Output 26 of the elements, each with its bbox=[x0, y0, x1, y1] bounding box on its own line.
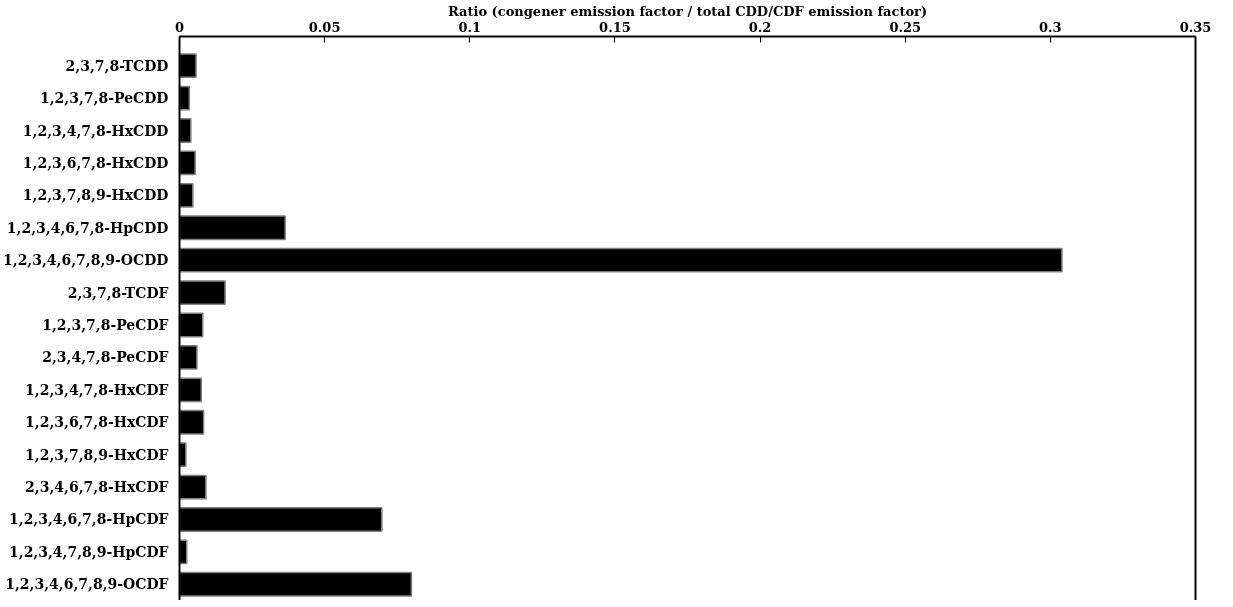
x-tick-label: 0.1 bbox=[458, 19, 482, 35]
x-tick-label: 0.2 bbox=[748, 19, 772, 35]
y-tick-label: 2,3,7,8-TCDD bbox=[65, 57, 169, 74]
x-tick-label: 0.15 bbox=[599, 19, 631, 35]
y-tick-label: 1,2,3,4,6,7,8,9-OCDF bbox=[5, 576, 169, 593]
y-tick-label: 1,2,3,6,7,8-HxCDF bbox=[25, 414, 169, 431]
y-tick-label: 2,3,4,7,8-PeCDF bbox=[42, 349, 169, 366]
y-tick-label: 1,2,3,4,7,8,9-HpCDF bbox=[9, 543, 169, 560]
x-axis-title: Ratio (congener emission factor / total CDD/CDF emission factor) bbox=[447, 3, 928, 19]
x-tick-label: 0.3 bbox=[1039, 19, 1062, 35]
y-tick-label: 1,2,3,4,6,7,8-HpCDD bbox=[6, 219, 169, 236]
x-tick-label: 0.35 bbox=[1179, 19, 1212, 35]
y-tick-label: 1,2,3,7,8,9-HxCDD bbox=[22, 187, 169, 204]
x-tick-label: 0 bbox=[174, 19, 185, 35]
y-tick-label: 1,2,3,4,6,7,8,9-OCDD bbox=[3, 252, 169, 269]
y-tick-label: 1,2,3,7,8-PeCDF bbox=[42, 316, 169, 333]
y-tick-label: 2,3,7,8-TCDF bbox=[67, 284, 169, 301]
y-tick-label: 1,2,3,6,7,8-HxCDD bbox=[22, 154, 169, 171]
x-tick-label: 0.25 bbox=[889, 19, 922, 35]
y-tick-label: 2,3,4,6,7,8-HxCDF bbox=[25, 479, 169, 496]
y-tick-label: 1,2,3,7,8-PeCDD bbox=[40, 90, 169, 107]
y-tick-label: 1,2,3,7,8,9-HxCDF bbox=[25, 446, 169, 463]
y-tick-label: 1,2,3,4,7,8-HxCDD bbox=[22, 122, 169, 139]
x-tick-label: 0.05 bbox=[308, 19, 341, 35]
y-tick-label: 1,2,3,4,7,8-HxCDF bbox=[25, 381, 169, 398]
y-tick-label: 1,2,3,4,6,7,8-HpCDF bbox=[9, 511, 169, 528]
